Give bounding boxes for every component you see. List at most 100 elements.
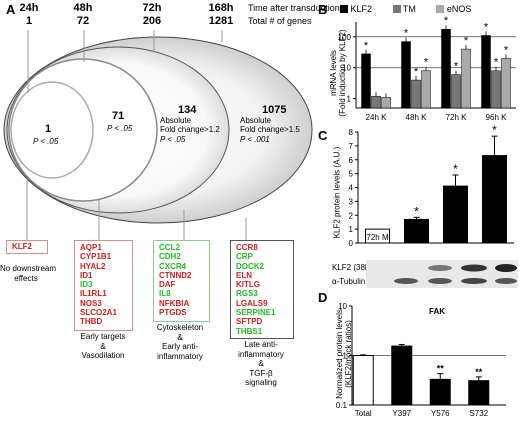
blot-label-tubulin: α-Tubulin (50kDa) bbox=[332, 277, 396, 286]
timepoint-24h: 24h bbox=[19, 2, 39, 14]
timepoint-48h: 48h bbox=[73, 2, 93, 14]
gene-item: CCL2 bbox=[159, 243, 180, 252]
group-3-caption: Cytoskeleton & Early anti- inflammatory bbox=[145, 323, 215, 361]
count-72h: 206 bbox=[142, 15, 162, 27]
legend-swatch-enos bbox=[436, 5, 445, 13]
legend-label-klf2: KLF2 bbox=[350, 4, 373, 14]
bar-klf2 bbox=[481, 35, 491, 109]
gene-item: CCR8 bbox=[236, 243, 258, 252]
bar-klf2 bbox=[401, 41, 411, 109]
venn-count-71: 71 bbox=[112, 110, 125, 122]
significance-mark: * bbox=[492, 123, 497, 137]
significance-mark: * bbox=[414, 204, 419, 218]
venn-p-1075: P < .001 bbox=[240, 135, 270, 144]
count-48h: 72 bbox=[76, 15, 90, 27]
x-tick-label: Total bbox=[355, 409, 372, 418]
western-blot-image bbox=[366, 260, 518, 288]
bar-tm bbox=[371, 95, 381, 109]
gene-item: CXCR4 bbox=[159, 261, 187, 271]
gene-item: DOCK2 bbox=[236, 261, 265, 271]
panel-b-chart: 1 10 100 * 24h K * * * 48h K * * * 72h K * * * 96h K bbox=[338, 15, 516, 122]
bar-enos bbox=[501, 58, 511, 109]
y-tick-label: 8 bbox=[349, 128, 354, 137]
venn-p-1: P < .05 bbox=[33, 137, 59, 146]
gene-item: PTGDS bbox=[159, 308, 187, 318]
caption-line: No downstream bbox=[0, 264, 57, 273]
venn-diagram bbox=[3, 30, 313, 240]
y-tick-label: 4 bbox=[349, 184, 354, 193]
caption-line: & bbox=[177, 332, 183, 342]
x-tick-label: 48h K bbox=[445, 233, 467, 242]
gene-box-group-1: KLF2 bbox=[6, 240, 48, 254]
significance-mark: * bbox=[444, 15, 449, 27]
panel-a-letter: A bbox=[6, 2, 16, 17]
significance-mark: * bbox=[504, 44, 509, 56]
panel-c-chart: 0 1 2 3 4 5 6 7 8 72h M * 24h K * 48h K * 72h K bbox=[349, 123, 514, 248]
significance-mark: * bbox=[404, 28, 409, 40]
panel-c-letter: C bbox=[318, 128, 328, 143]
blot-label-klf2: KLF2 (38kDa) bbox=[332, 263, 382, 272]
y-tick-label: 1 bbox=[347, 95, 352, 104]
legend-label-enos: eNOS bbox=[446, 4, 472, 14]
timepoint-72h: 72h bbox=[142, 2, 162, 14]
gene-item: NOS3 bbox=[80, 298, 102, 308]
count-168h: 1281 bbox=[208, 15, 234, 27]
y-tick-label: 0 bbox=[349, 239, 354, 248]
significance-mark: ** bbox=[437, 364, 445, 374]
gene-item: NFKBIA bbox=[159, 298, 190, 308]
significance-mark: * bbox=[454, 61, 459, 73]
legend-swatch-tm bbox=[392, 5, 401, 13]
bar-enos bbox=[381, 97, 391, 109]
venn-count-134: 134 bbox=[178, 104, 197, 116]
bar-enos bbox=[461, 48, 471, 109]
gene-item: DAF bbox=[159, 280, 176, 290]
venn-fold-1075: Fold change>1.5 bbox=[240, 125, 300, 134]
gene-item: THBS1 bbox=[236, 326, 263, 336]
caption-line: Early anti- bbox=[161, 342, 198, 351]
bar bbox=[443, 185, 468, 244]
bar-klf2 bbox=[361, 53, 371, 109]
x-tick-label: Y397 bbox=[392, 409, 411, 418]
caption-line: effects bbox=[14, 273, 38, 283]
group-4-caption: Late anti- inflammatory & TGF-β signalin… bbox=[226, 340, 296, 388]
significance-mark: * bbox=[364, 40, 369, 52]
venn-fold-134: Fold change>1.2 bbox=[160, 125, 220, 134]
x-tick-label: 24h K bbox=[406, 233, 428, 242]
panel-d-letter: D bbox=[318, 290, 328, 305]
venn-absolute-1075: Absolute bbox=[240, 116, 272, 125]
gene-item: SERPINE1 bbox=[236, 308, 276, 318]
gene-item: SFTPD bbox=[236, 317, 263, 327]
y-tick-label: 2 bbox=[349, 211, 354, 220]
x-tick-label: S732 bbox=[469, 409, 488, 418]
bar bbox=[468, 380, 490, 406]
caption-line: inflammatory bbox=[238, 349, 284, 359]
count-24h: 1 bbox=[25, 15, 33, 27]
gene-item: AQP1 bbox=[80, 243, 102, 252]
timepoint-168h: 168h bbox=[208, 2, 234, 14]
gene-item: CTNND2 bbox=[159, 270, 192, 280]
gene-item: CDH2 bbox=[159, 252, 181, 262]
panel-b-letter: B bbox=[318, 2, 328, 17]
caption-line: Late anti- bbox=[244, 340, 278, 349]
gene-item: LGALS9 bbox=[236, 298, 268, 308]
gene-item: RGS3 bbox=[236, 289, 258, 299]
y-tick-label: 3 bbox=[349, 197, 354, 206]
bar-tm bbox=[451, 74, 461, 109]
bar bbox=[429, 378, 451, 406]
gene-item: SLCO2A1 bbox=[80, 308, 117, 318]
caption-line: & bbox=[258, 359, 264, 368]
bar-tm bbox=[491, 70, 501, 109]
y-tick-label: 1 bbox=[343, 352, 348, 361]
gene-item: ELN bbox=[236, 270, 252, 280]
y-tick-label: 100 bbox=[338, 33, 352, 42]
gene-item: IL8 bbox=[159, 289, 171, 299]
bar bbox=[391, 345, 413, 406]
caption-line: & bbox=[100, 341, 106, 351]
x-tick-label: 72h K bbox=[484, 233, 506, 242]
count-row-label: Total # of genes bbox=[248, 16, 312, 26]
gene-item: ID3 bbox=[80, 280, 93, 290]
venn-p-71: P < .05 bbox=[107, 124, 133, 133]
y-tick-label: 6 bbox=[349, 156, 354, 165]
bar bbox=[352, 355, 374, 406]
legend-label-tm: TM bbox=[402, 4, 416, 14]
